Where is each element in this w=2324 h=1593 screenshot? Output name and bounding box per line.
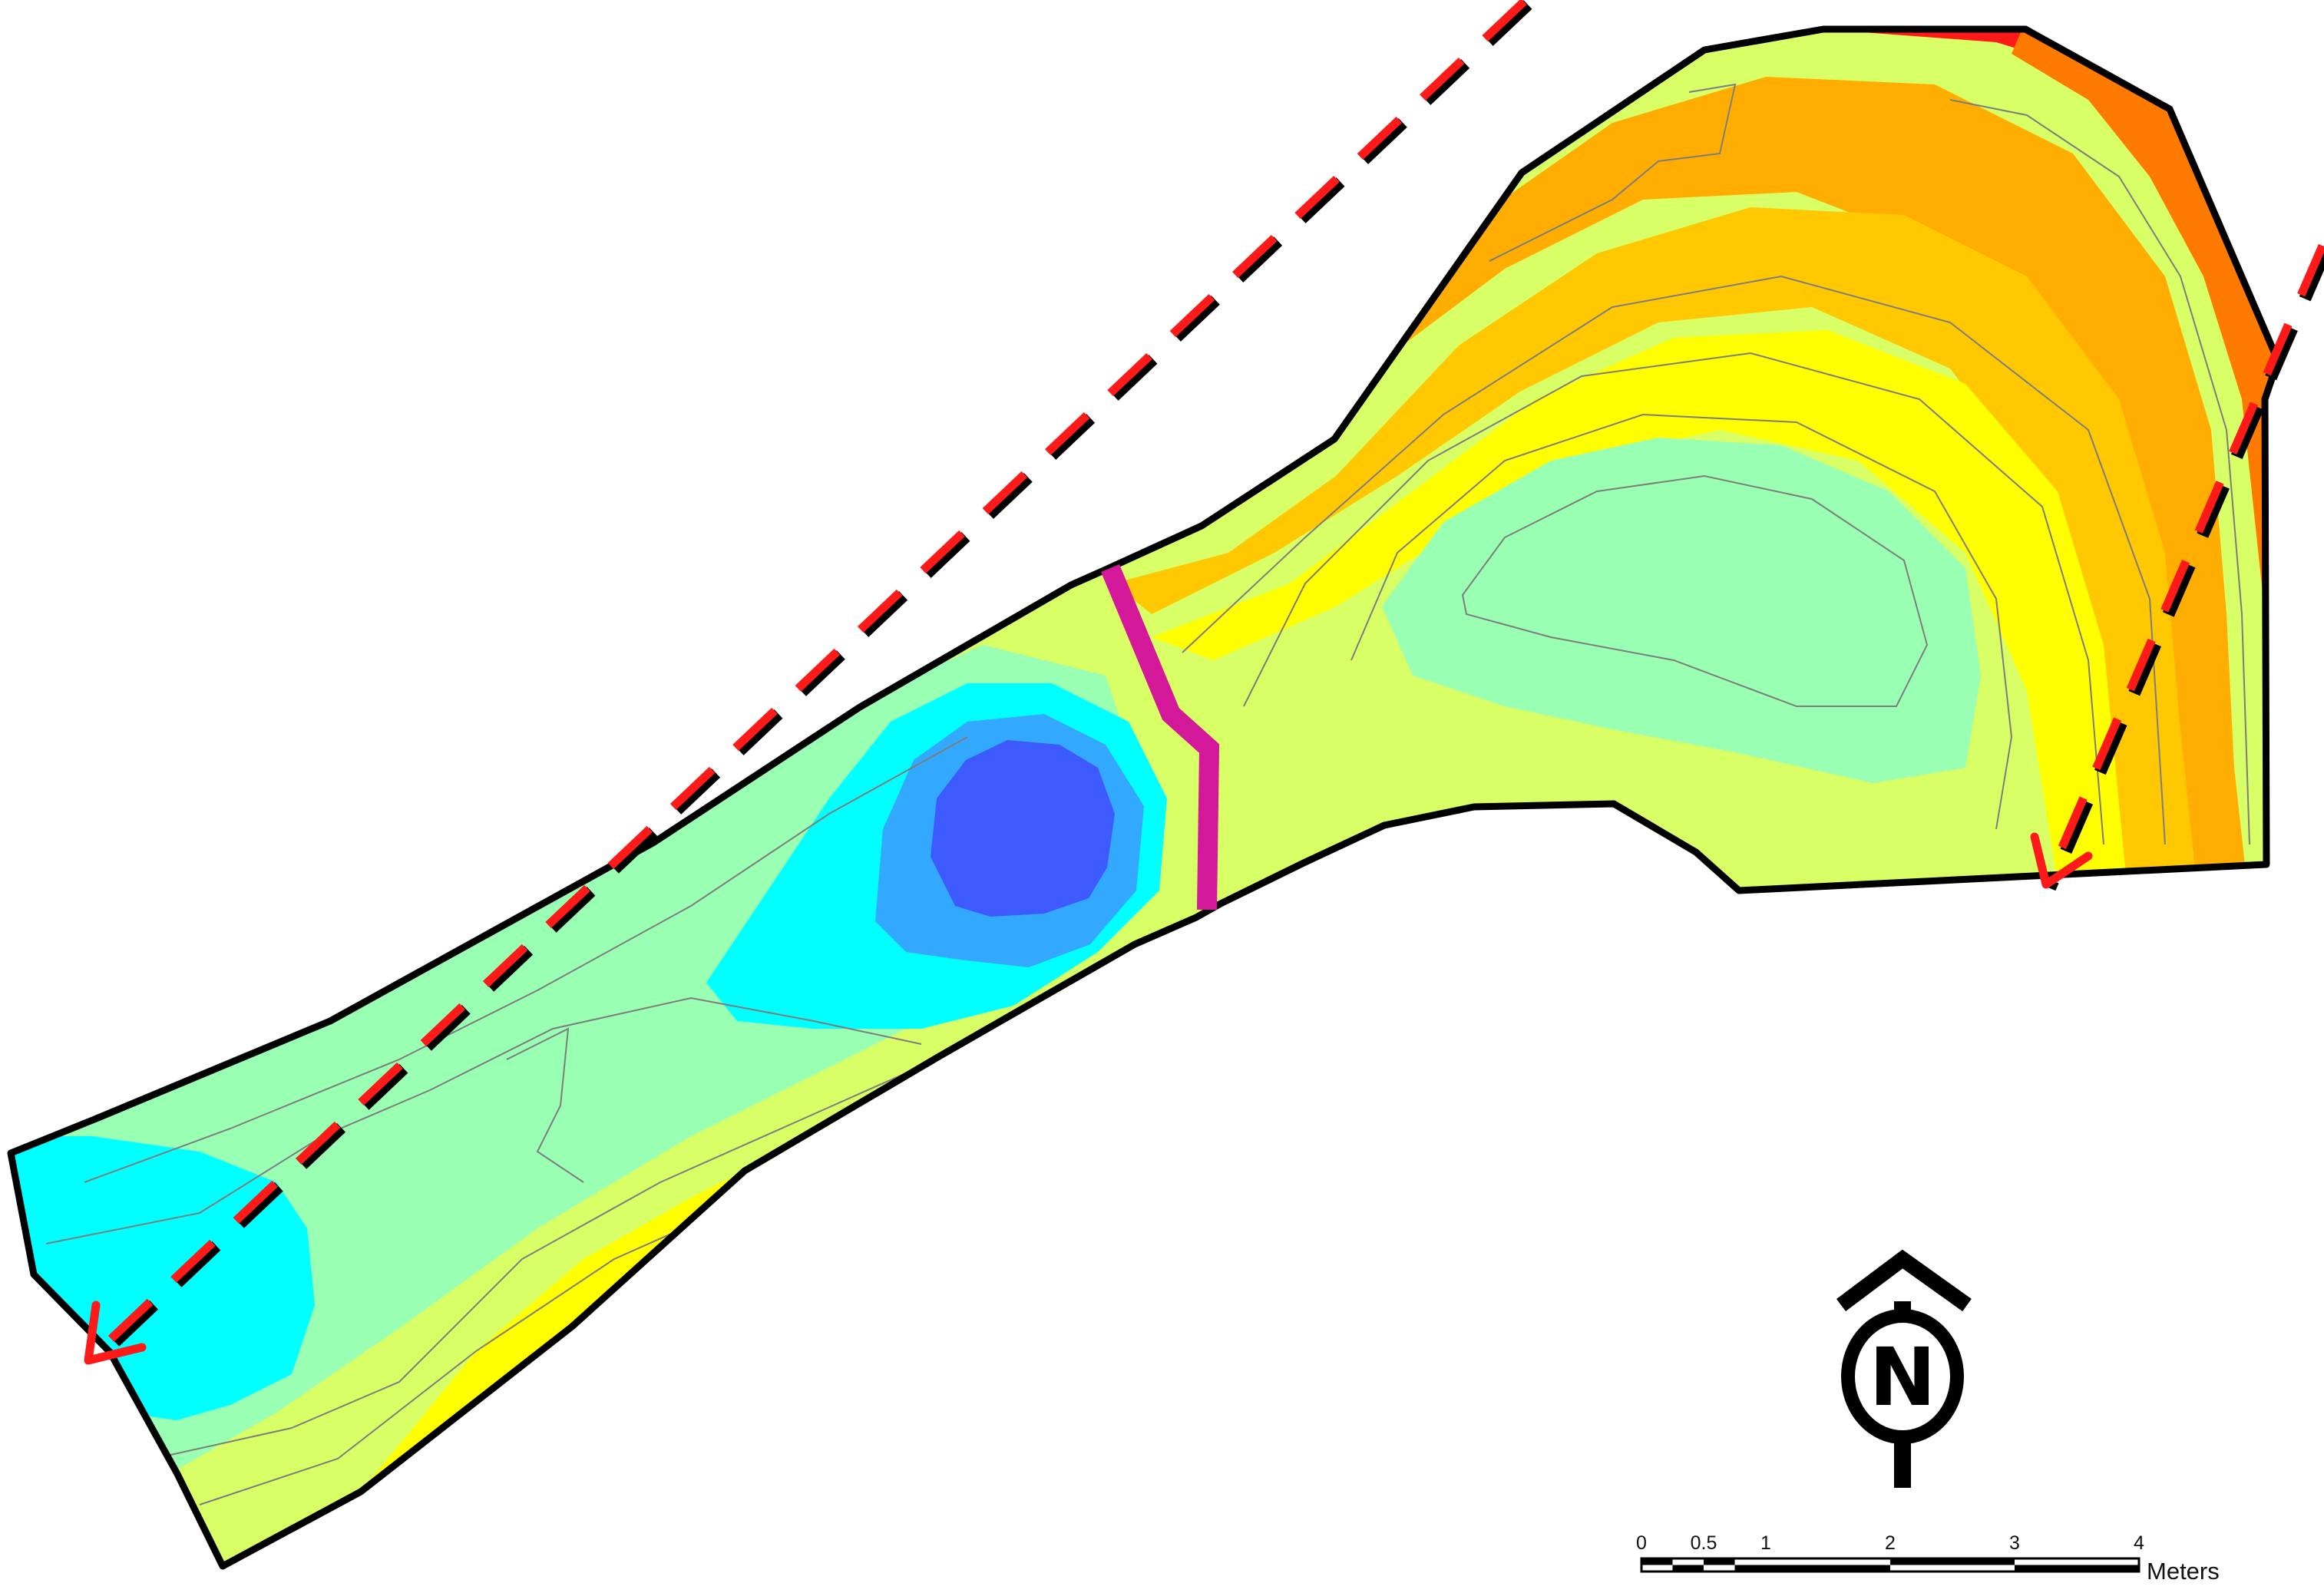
contour-line	[506, 1027, 584, 1183]
contour-line	[1350, 413, 2013, 830]
divider-line	[1100, 564, 1220, 911]
scale-bar-segment	[1766, 1565, 1890, 1572]
contour-line	[1243, 352, 2104, 845]
scale-units-label: Meters	[2147, 1558, 2220, 1585]
scale-tick-label: 3	[2009, 1532, 2020, 1554]
flow-arrow-west	[84, 0, 1532, 1368]
scale-bar-segment	[1704, 1565, 1735, 1572]
contour-line	[1489, 83, 1737, 262]
scale-tick-label: 2	[1885, 1532, 1896, 1554]
scale-bar-segment	[1672, 1558, 1704, 1565]
contour-line	[84, 736, 968, 1183]
zone-cyan-west	[11, 1136, 315, 1420]
north-arrow: N	[1836, 1249, 1972, 1488]
contour-line	[1949, 99, 2250, 845]
contour-line	[45, 996, 922, 1244]
scale-tick-label: 1	[1760, 1532, 1771, 1554]
scale-tick-label: 0	[1636, 1532, 1647, 1554]
scale-bar-segment	[1734, 1565, 1766, 1572]
scale-bar-segment	[1672, 1565, 1704, 1572]
scale-bar-segment	[1641, 1558, 1673, 1565]
scale-bar-segment	[1890, 1558, 2015, 1565]
scale-tick-label: 4	[2134, 1532, 2144, 1554]
scale-bar-border	[1640, 1557, 2141, 1573]
contour-line	[1182, 275, 2166, 845]
zone-yellow-upper	[1152, 330, 2127, 883]
north-arrow-icon	[1836, 1249, 1972, 1488]
flow-arrow-east	[2030, 243, 2324, 891]
scale-bar-segment	[1641, 1565, 1673, 1572]
scale-bar-segment	[2015, 1565, 2139, 1572]
site-boundary	[7, 25, 2282, 1570]
contour-line	[1461, 474, 1929, 707]
scale-tick-label: 0.5	[1691, 1532, 1717, 1554]
north-arrow-label: N	[1869, 1330, 1936, 1424]
contour-lines	[45, 83, 2250, 1505]
scale-bar-segment	[1704, 1558, 1735, 1565]
scale-bar-segment	[1734, 1558, 1766, 1565]
zone-blue	[931, 740, 1115, 917]
